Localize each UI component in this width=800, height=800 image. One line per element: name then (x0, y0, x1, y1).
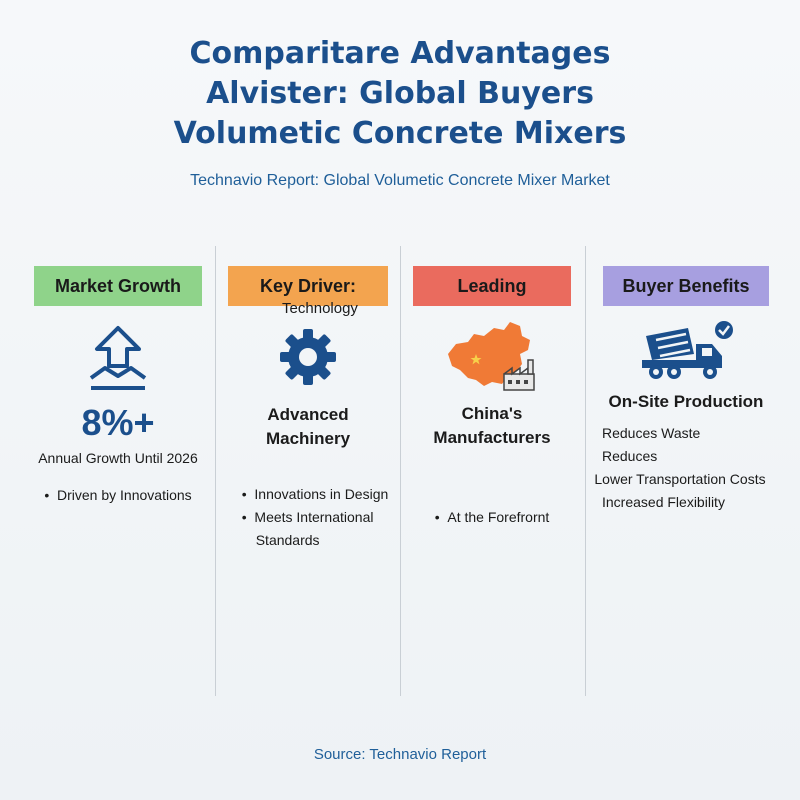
bullet-item: Reduces Waste (602, 425, 701, 441)
china-map-factory-icon (448, 322, 535, 391)
title-line: Advanced (267, 405, 349, 424)
bullet-list: Innovations in Design Meets Internationa… (242, 483, 389, 552)
source-note: Source: Technavio Report (313, 746, 487, 763)
bullet-list: Reduces Waste Reduces Lower Transportati… (594, 422, 776, 514)
growth-arrow-icon (89, 326, 147, 390)
growth-caption: Annual Growth Until 2026 (38, 450, 198, 466)
subtitle: Technavio Report: Global Volumetic Concr… (190, 172, 610, 189)
title-line-2: Alvister: Global Buyers (206, 76, 594, 111)
page-title: Comparitare Advantages Alvister: Global … (0, 34, 800, 154)
header-market-growth: Market Growth (34, 266, 202, 306)
column-market-growth: Market Growth 8%+ Annual Growth Until 20… (28, 266, 208, 507)
growth-value: 8%+ (81, 402, 155, 443)
column-key-driver: Key Driver: Technology Advanced Machiner… (218, 266, 398, 552)
gear-icon (280, 329, 336, 385)
bullet-item: Meets International (242, 506, 389, 529)
title-line: China's (461, 404, 523, 423)
column-divider (585, 246, 586, 696)
bullet-list: At the Forefrornt (435, 506, 549, 529)
mixer-truck-check-icon (642, 321, 733, 379)
header-key-driver-sub: Technology (282, 300, 358, 317)
column-divider (215, 246, 216, 696)
bullet-item: Innovations in Design (242, 483, 388, 506)
bullet-item: Driven by Innovations (44, 484, 192, 507)
bullet-item: At the Forefrornt (435, 506, 549, 529)
bullet-continuation: Standards (255, 532, 320, 548)
column-divider (400, 246, 401, 696)
title-line: Manufacturers (433, 428, 551, 447)
title-line-1: Comparitare Advantages (189, 36, 611, 71)
bullet-item: Reduces (602, 448, 658, 464)
column-buyer-benefits: Buyer Benefits On-Site Production Reduce… (594, 266, 776, 514)
china-manufacturers-title: China's Manufacturers (402, 402, 582, 450)
header-leading: Leading (413, 266, 571, 306)
on-site-production-title: On-Site Production (608, 392, 764, 411)
header-key-driver: Key Driver: (228, 266, 388, 306)
column-leading: Leading China's Manufacturers At the For… (402, 266, 582, 529)
bullet-continuation: Lower Transportation Costs (594, 471, 766, 487)
bullet-item: Increased Flexibility (602, 494, 725, 510)
header-buyer-benefits: Buyer Benefits (603, 266, 769, 306)
bullet-list: Driven by Innovations (44, 484, 192, 507)
advanced-machinery-title: Advanced Machinery (218, 403, 398, 451)
title-line: Machinery (265, 429, 351, 448)
title-line-3: Volumetic Concrete Mixers (173, 116, 627, 151)
